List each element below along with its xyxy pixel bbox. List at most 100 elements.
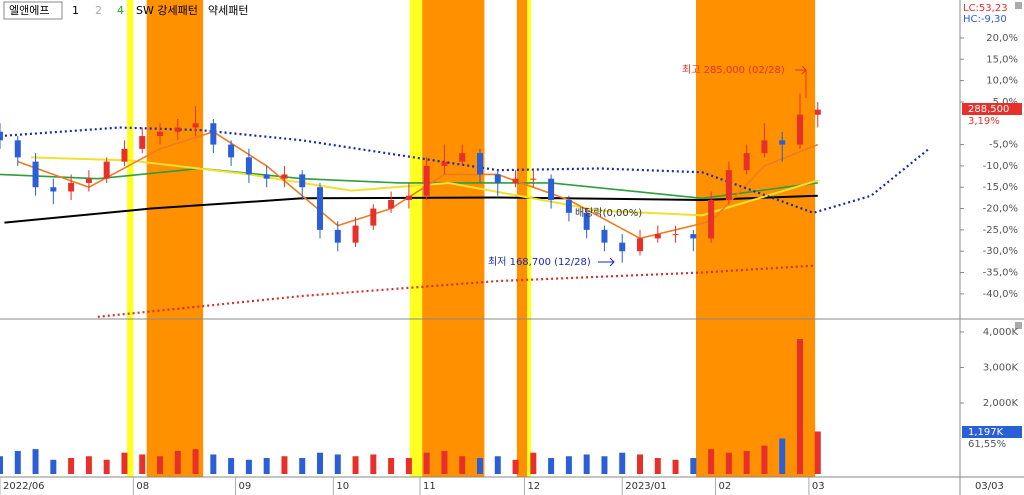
candle-body: [139, 136, 146, 149]
volume-bar: [245, 459, 252, 474]
volume-bar: [192, 449, 199, 474]
volume-bar: [565, 456, 572, 474]
pane-button[interactable]: [1015, 322, 1022, 329]
y-tick-label: 2,000K: [983, 398, 1019, 409]
moving-average: [31, 156, 819, 217]
y-tick-label: -30,0%: [983, 246, 1018, 257]
candle-body: [583, 212, 590, 230]
volume-bar: [708, 449, 715, 474]
tab[interactable]: 1: [72, 4, 79, 17]
volume-bar: [68, 458, 75, 474]
y-tick-label: -5,0%: [989, 140, 1018, 151]
candle-body: [405, 195, 412, 201]
y-tick-label: -40,0%: [983, 289, 1018, 300]
candle-body: [14, 140, 21, 158]
candle-body: [654, 234, 661, 239]
price-box: [962, 103, 1022, 115]
x-tick-label: 03: [812, 481, 825, 492]
y-tick-label: -20,0%: [983, 204, 1018, 215]
y-tick-label: -35,0%: [983, 268, 1018, 279]
arrow: [795, 65, 807, 98]
volume-bar: [85, 456, 92, 474]
stock-box[interactable]: [3, 1, 63, 20]
volume-bar: [50, 459, 57, 474]
candle-body: [245, 157, 252, 175]
volume-bar: [228, 458, 235, 474]
strong-pattern[interactable]: SW 강세패턴: [136, 4, 198, 17]
volume-bar: [743, 450, 750, 474]
volume-bar: [121, 452, 128, 474]
candle-body: [797, 114, 803, 145]
tab[interactable]: 4: [117, 4, 124, 17]
y-tick-label: -10,0%: [983, 161, 1018, 172]
candle-body: [281, 174, 288, 179]
y-tick-label: 15,0%: [986, 54, 1018, 65]
candle-body: [725, 170, 732, 201]
hc: HC:-9,30: [963, 14, 1007, 25]
x-tick-label: 12: [527, 481, 540, 492]
volume-bar: [14, 450, 21, 474]
volume-bar: [637, 454, 643, 474]
volume-bar: [690, 458, 697, 474]
volume-bar: [672, 459, 679, 474]
candle-body: [0, 131, 3, 141]
strong-band: [696, 0, 816, 477]
volume-bar: [761, 445, 768, 474]
strong-band: [422, 0, 485, 477]
volume-bar: [583, 454, 590, 474]
candle-body: [565, 200, 572, 213]
volume-bar: [494, 456, 501, 474]
candle-body: [477, 153, 483, 175]
candle-body: [601, 229, 608, 243]
volume-bar: [654, 458, 661, 474]
ratio-label: 61,55%: [968, 439, 1006, 450]
volume-bar: [725, 452, 732, 474]
candle-body: [512, 178, 519, 183]
tab[interactable]: 2: [95, 4, 102, 17]
volume-bar: [459, 456, 466, 474]
strong-band: [516, 0, 528, 477]
stock-name[interactable]: 엘앤에프: [9, 4, 49, 17]
candle-body: [210, 123, 217, 145]
volume-bar: [299, 458, 306, 474]
candle-body: [32, 161, 39, 188]
volume-bar: [405, 458, 412, 474]
moving-average: [97, 264, 814, 318]
x-tick-label: 08: [136, 481, 149, 492]
candle-body: [50, 187, 57, 192]
candle-body: [459, 153, 466, 162]
candle-body: [637, 238, 643, 252]
volume-bar: [512, 459, 519, 474]
volume-box: [962, 426, 1022, 438]
yellow-band: [527, 0, 532, 477]
arrow: [598, 257, 615, 267]
volume-bar: [317, 452, 323, 474]
candle-body: [441, 161, 448, 166]
strong-band: [146, 0, 204, 477]
candle-body: [494, 174, 501, 183]
volume-bar: [139, 454, 146, 474]
weak-pattern[interactable]: 약세패턴: [208, 3, 248, 17]
candle-body: [672, 234, 679, 236]
volume-bar: [174, 450, 181, 474]
x-tick-label: 11: [423, 481, 436, 492]
candle-body: [708, 200, 715, 239]
candle-body: [619, 242, 626, 252]
candle-body: [334, 229, 341, 243]
volume-bar: [548, 458, 555, 474]
volume-bar: [103, 459, 110, 474]
volume-bar: [210, 454, 217, 474]
candle-body: [192, 123, 199, 128]
volume-bar: [779, 438, 786, 474]
volume-bar: [441, 450, 448, 474]
candle-body: [121, 148, 128, 162]
y-tick-label: 3,000K: [983, 362, 1019, 373]
candle-body: [85, 178, 92, 183]
moving-average: [4, 194, 818, 224]
candle-body: [370, 208, 377, 226]
volume-label: 1,197K: [968, 427, 1004, 438]
x-tick-label: 09: [239, 481, 252, 492]
pane-button[interactable]: [1015, 2, 1022, 9]
candle-body: [690, 234, 697, 239]
lc: LC:53,23: [963, 3, 1008, 14]
